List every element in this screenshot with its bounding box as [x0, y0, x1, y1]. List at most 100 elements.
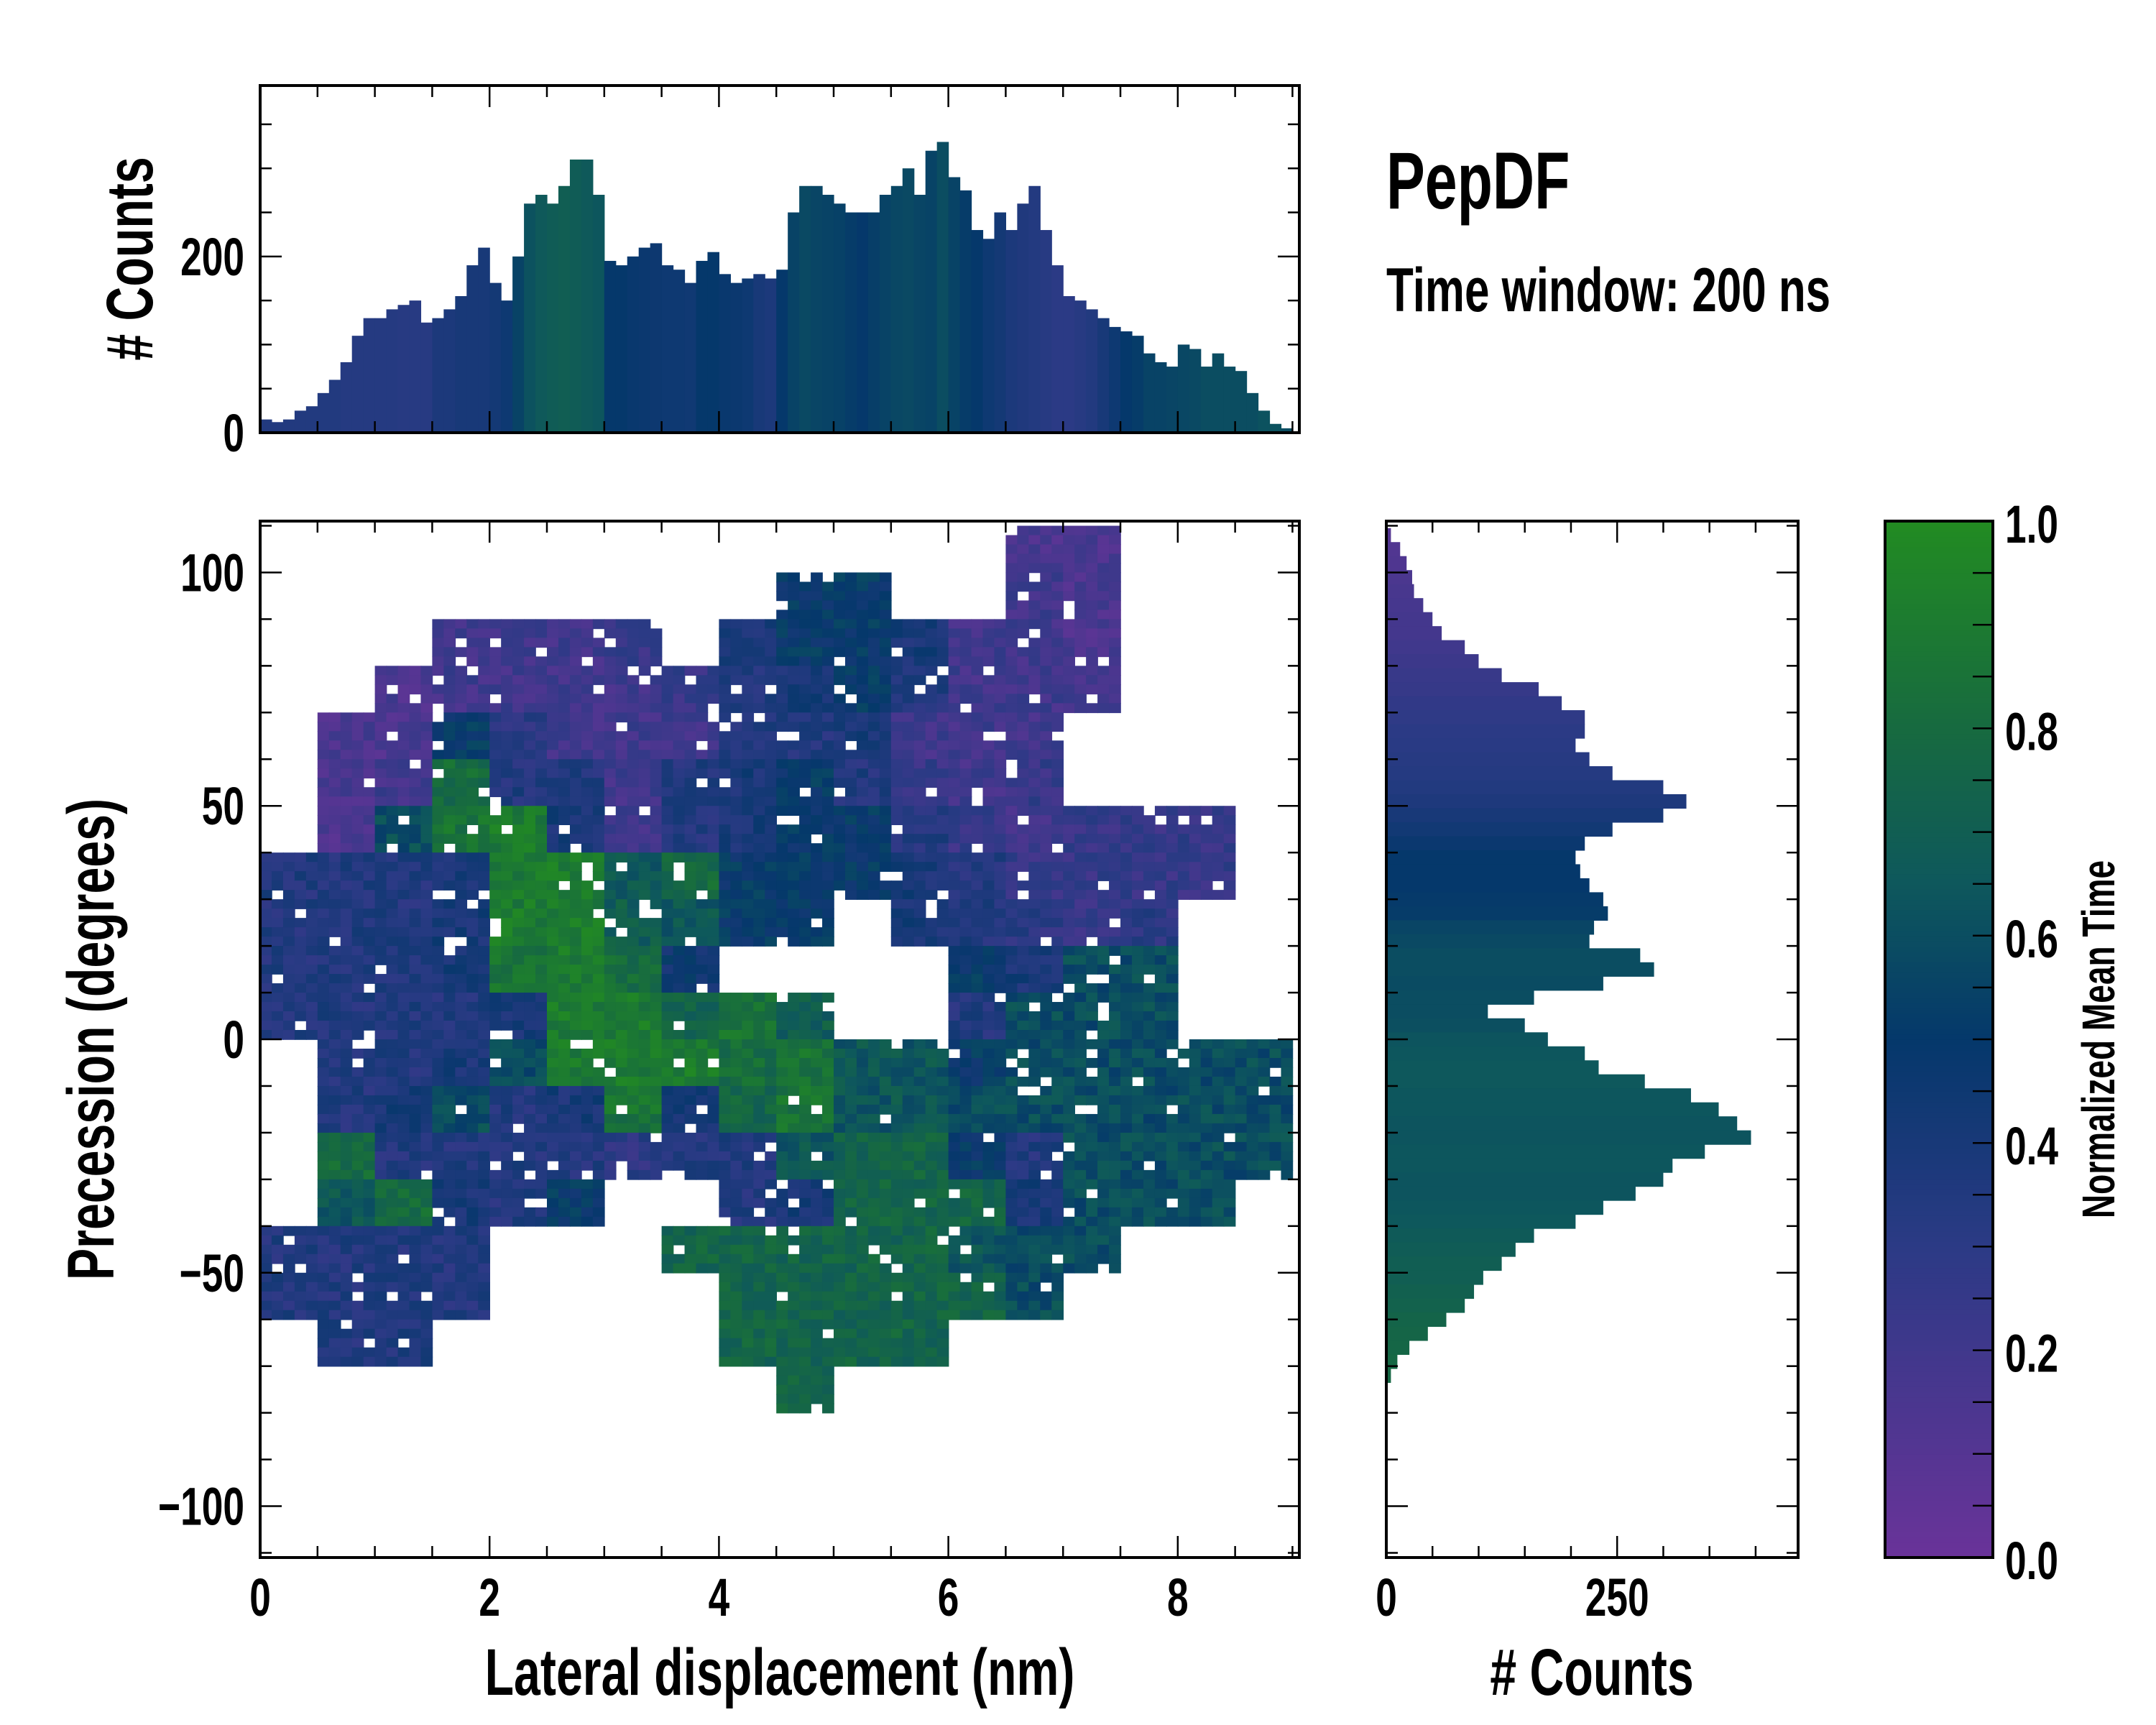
heatmap-subcell: [535, 918, 548, 928]
heatmap-subcell: [592, 890, 605, 900]
heatmap-subcell: [569, 768, 582, 779]
heatmap-subcell: [994, 834, 1007, 844]
heatmap-subcell: [1063, 890, 1075, 900]
heatmap-subcell: [1109, 1141, 1121, 1152]
heatmap-subcell: [753, 666, 766, 676]
heatmap-subcell: [730, 628, 743, 639]
heatmap-subcell: [959, 740, 972, 751]
heatmap-subcell: [581, 908, 594, 919]
heatmap-subcell: [879, 1123, 892, 1133]
heatmap-subcell: [558, 862, 571, 872]
heatmap-subcell: [1200, 1169, 1213, 1180]
heatmap-subcell: [524, 1216, 536, 1227]
heatmap-subcell: [822, 647, 834, 658]
heatmap-subcell: [650, 638, 663, 648]
heatmap-subcell: [409, 1057, 422, 1068]
heatmap-subcell: [1017, 628, 1030, 639]
heatmap-subcell: [844, 638, 857, 648]
heatmap-subcell: [811, 610, 823, 620]
heatmap-cell: [1005, 759, 1064, 807]
heatmap-subcell: [409, 965, 422, 975]
heatmap-subcell: [1235, 1048, 1248, 1059]
heatmap-subcell: [443, 1141, 456, 1152]
heatmap-subcell: [879, 890, 892, 900]
heatmap-subcell: [982, 1216, 995, 1227]
heatmap-subcell: [971, 638, 984, 648]
heatmap-subcell: [1028, 610, 1041, 620]
heatmap-subcell: [1028, 1132, 1041, 1143]
heatmap-subcell: [742, 684, 755, 695]
heatmap-subcell: [867, 694, 880, 704]
heatmap-subcell: [420, 722, 433, 732]
top-hist-bar: [650, 243, 663, 433]
heatmap-subcell: [569, 703, 582, 714]
heatmap-subcell: [535, 778, 548, 788]
heatmap-subcell: [1063, 1179, 1075, 1190]
heatmap-subcell: [867, 722, 880, 732]
heatmap-subcell: [1086, 591, 1098, 602]
heatmap-subcell: [684, 824, 697, 834]
heatmap-subcell: [1040, 525, 1053, 536]
heatmap-subcell: [1120, 974, 1133, 984]
heatmap-cell: [776, 1132, 834, 1180]
heatmap-subcell: [994, 880, 1007, 891]
heatmap-subcell: [1223, 1216, 1236, 1227]
heatmap-cell: [604, 946, 663, 993]
heatmap-subcell: [844, 815, 857, 826]
heatmap-subcell: [1281, 1057, 1294, 1068]
heatmap-cell: [1063, 619, 1121, 667]
heatmap-subcell: [1143, 880, 1156, 891]
heatmap-subcell: [1097, 1151, 1110, 1162]
heatmap-subcell: [592, 1002, 605, 1012]
heatmap-subcell: [638, 768, 651, 779]
heatmap-cell: [776, 806, 834, 853]
heatmap-subcell: [592, 1011, 605, 1021]
heatmap-subcell: [811, 581, 823, 592]
heatmap-subcell: [742, 1021, 755, 1031]
heatmap-subcell: [581, 1197, 594, 1208]
heatmap-subcell: [788, 890, 800, 900]
heatmap-subcell: [1051, 1095, 1064, 1105]
heatmap-subcell: [1040, 712, 1053, 723]
heatmap-subcell: [948, 1197, 961, 1208]
heatmap-subcell: [1154, 955, 1167, 965]
heatmap-subcell: [478, 1160, 491, 1171]
heatmap-subcell: [627, 937, 640, 947]
heatmap-subcell: [719, 796, 732, 807]
heatmap-subcell: [501, 927, 513, 937]
heatmap-subcell: [478, 955, 491, 965]
heatmap-subcell: [1063, 1095, 1075, 1105]
heatmap-subcell: [282, 1225, 295, 1236]
heatmap-subcell: [443, 1002, 456, 1012]
heatmap-subcell: [547, 628, 559, 639]
heatmap-subcell: [730, 1151, 743, 1162]
heatmap-subcell: [317, 1113, 330, 1124]
heatmap-subcell: [707, 1067, 720, 1077]
heatmap-subcell: [592, 1132, 605, 1143]
heatmap-subcell: [627, 1132, 640, 1143]
heatmap-subcell: [305, 871, 318, 881]
heatmap-subcell: [397, 1169, 410, 1180]
heatmap-subcell: [948, 955, 961, 965]
heatmap-subcell: [558, 656, 571, 667]
heatmap-subcell: [489, 778, 502, 788]
heatmap-subcell: [604, 890, 617, 900]
heatmap-subcell: [374, 731, 387, 742]
heatmap-subcell: [822, 740, 834, 751]
heatmap-subcell: [409, 1048, 422, 1059]
top-hist-bar: [673, 270, 686, 433]
heatmap-subcell: [1086, 684, 1098, 695]
heatmap-subcell: [558, 628, 571, 639]
heatmap-subcell: [1189, 862, 1202, 872]
heatmap-subcell: [466, 946, 479, 956]
heatmap-subcell: [936, 684, 949, 695]
heatmap-subcell: [581, 974, 594, 984]
heatmap-subcell: [1166, 862, 1179, 872]
heatmap-subcell: [707, 918, 720, 928]
heatmap-subcell: [1074, 628, 1087, 639]
heatmap-subcell: [673, 1141, 686, 1152]
heatmap-cell: [432, 1039, 491, 1087]
heatmap-subcell: [615, 1002, 628, 1012]
heatmap-subcell: [1097, 553, 1110, 564]
heatmap-subcell: [936, 815, 949, 826]
